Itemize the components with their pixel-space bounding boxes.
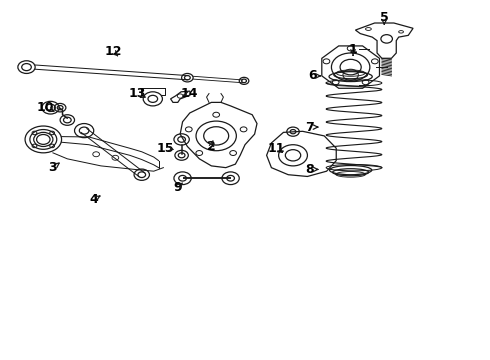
Text: 11: 11: [268, 142, 285, 155]
Text: 13: 13: [128, 87, 146, 100]
Text: 1: 1: [349, 43, 357, 56]
Text: 4: 4: [89, 193, 98, 206]
Text: 15: 15: [157, 142, 174, 155]
Text: 2: 2: [207, 140, 216, 153]
Text: 14: 14: [181, 87, 198, 100]
Text: 6: 6: [308, 69, 317, 82]
Text: 12: 12: [104, 45, 122, 58]
Text: 10: 10: [37, 101, 54, 114]
Text: 7: 7: [305, 121, 314, 134]
Text: 8: 8: [305, 163, 314, 176]
Text: 3: 3: [49, 161, 57, 174]
Text: 5: 5: [380, 11, 389, 24]
Text: 9: 9: [173, 181, 182, 194]
